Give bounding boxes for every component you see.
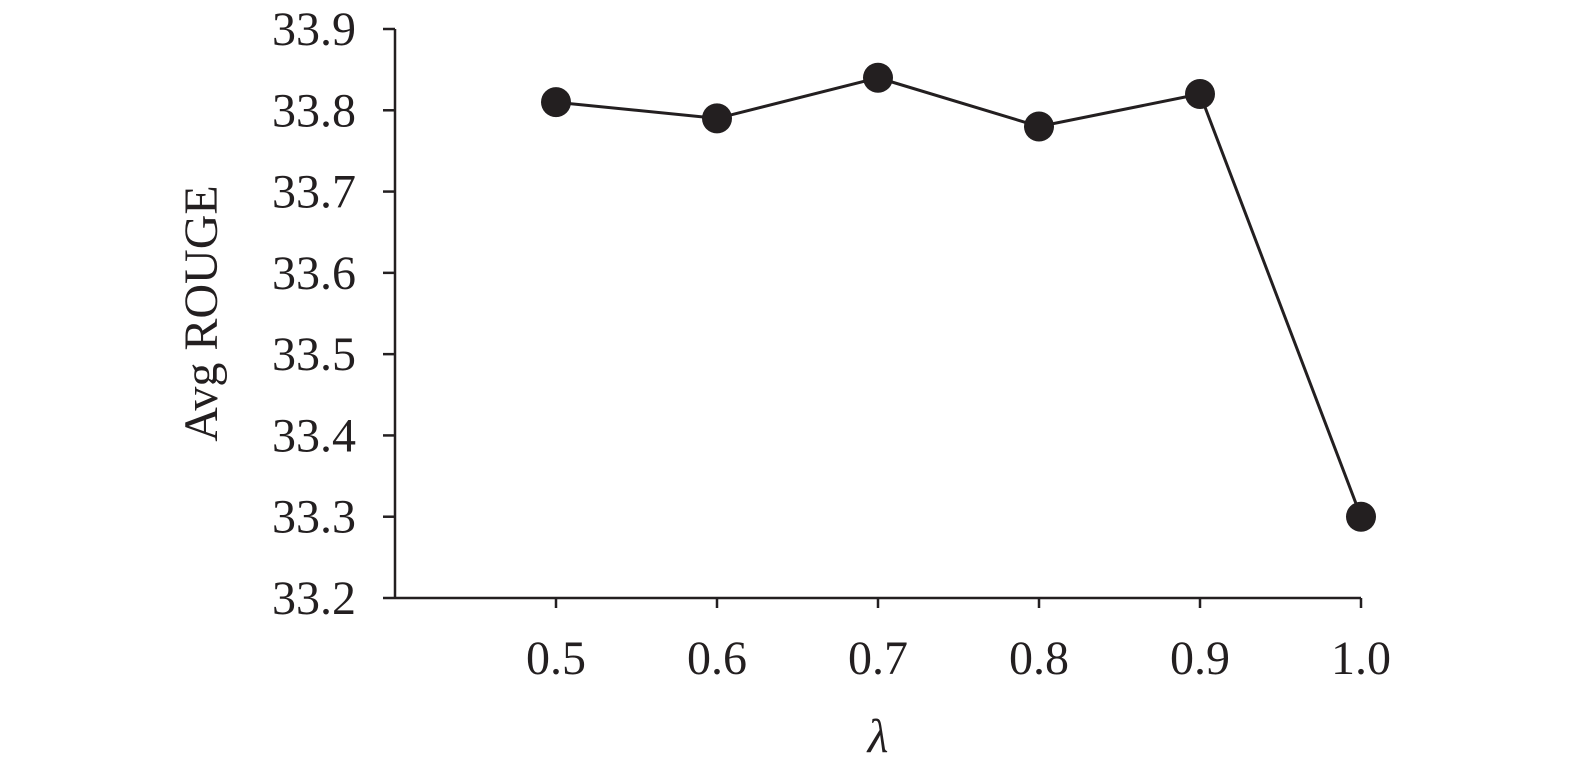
x-tick-label: 0.6 <box>687 632 747 685</box>
data-point <box>702 103 732 134</box>
x-tick-label: 0.7 <box>848 632 908 685</box>
data-point <box>1346 501 1376 532</box>
y-tick-label: 33.9 <box>272 3 356 56</box>
data-point <box>863 62 893 93</box>
y-tick-label: 33.8 <box>272 84 356 137</box>
data-point <box>541 87 571 118</box>
y-tick-label: 33.3 <box>272 491 356 544</box>
x-tick-label: 0.5 <box>526 632 586 685</box>
y-axis-title: Avg ROUGE <box>175 185 228 441</box>
data-point <box>1024 111 1054 142</box>
data-point <box>1185 79 1215 110</box>
y-tick-label: 33.7 <box>272 166 356 219</box>
y-tick-label: 33.5 <box>272 328 356 381</box>
x-tick-label: 1.0 <box>1331 632 1391 685</box>
series-line <box>555 76 1363 518</box>
y-tick-label: 33.4 <box>272 409 356 462</box>
y-tick-label: 33.6 <box>272 247 356 300</box>
x-axis-title: λ <box>866 710 889 763</box>
x-axis-ticks: 0.5 0.6 0.7 0.8 0.9 1.0 <box>526 598 1391 685</box>
x-tick-label: 0.8 <box>1009 632 1069 685</box>
x-tick-label: 0.9 <box>1170 632 1230 685</box>
chart-axes <box>393 29 1361 600</box>
data-series <box>541 62 1376 532</box>
y-axis-ticks: 33.2 33.3 33.4 33.5 33.6 33.7 33.8 33.9 <box>272 3 395 625</box>
y-tick-label: 33.2 <box>272 572 356 625</box>
